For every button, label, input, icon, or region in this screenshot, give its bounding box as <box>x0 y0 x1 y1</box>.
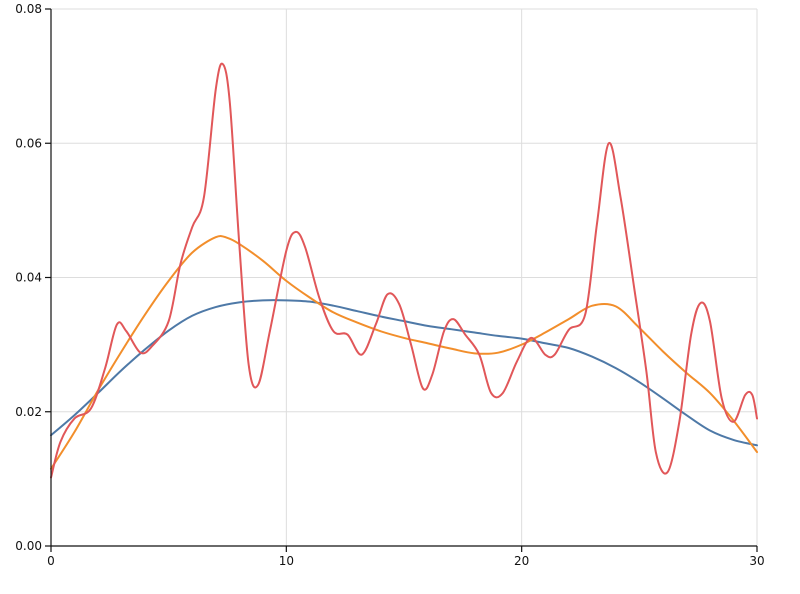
x-tick-label: 30 <box>749 554 764 568</box>
series-group <box>50 62 758 479</box>
grid <box>50 8 758 547</box>
series-line-3 <box>50 62 758 479</box>
x-tick-label: 10 <box>279 554 294 568</box>
x-tick-label: 0 <box>47 554 55 568</box>
x-tick-label: 20 <box>514 554 529 568</box>
y-tick-label: 0.04 <box>15 271 42 285</box>
axes: 0 10 20 30 0.00 0.02 0.04 0.06 0.08 <box>15 2 764 568</box>
y-tick-label: 0.00 <box>15 539 42 553</box>
series-line-2 <box>50 235 758 470</box>
y-tick-label: 0.02 <box>15 405 42 419</box>
y-tick-label: 0.06 <box>15 136 42 150</box>
y-tick-label: 0.08 <box>15 2 42 16</box>
